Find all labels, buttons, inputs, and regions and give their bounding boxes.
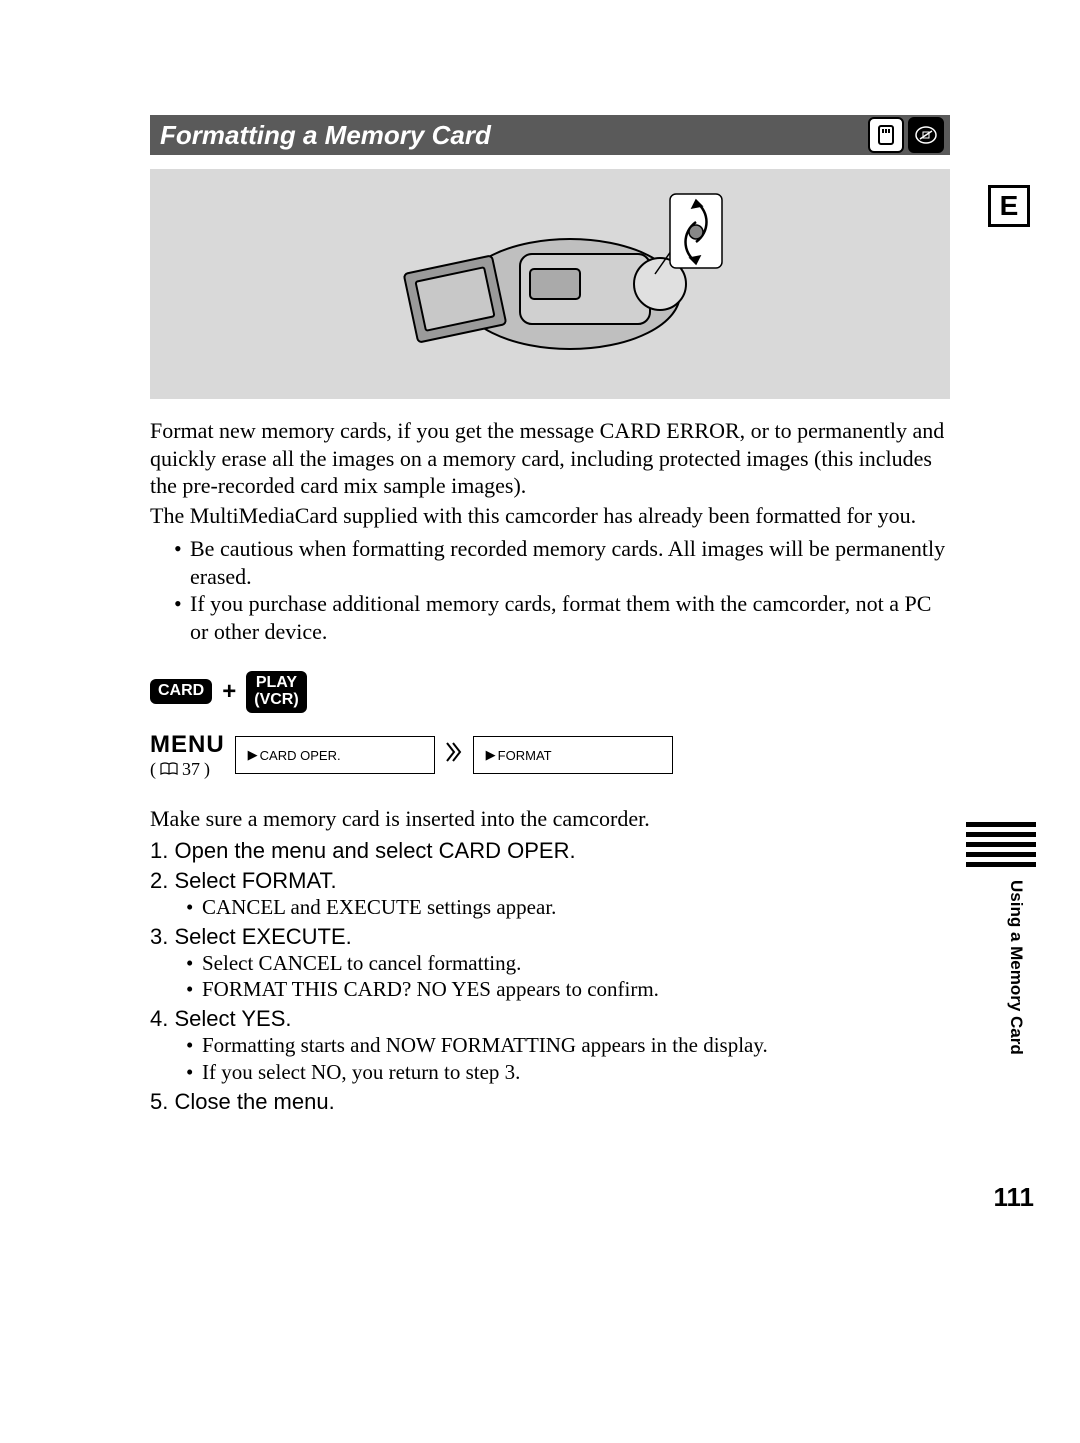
page-number: 111 [993, 1182, 1034, 1213]
section-marker-lines [966, 822, 1036, 872]
mode-play-line2: (VCR) [254, 692, 298, 709]
menu-step-2-label: FORMAT [498, 748, 552, 763]
camcorder-illustration [150, 169, 950, 399]
plus-icon: + [222, 678, 236, 706]
steps-list: 1. Open the menu and select CARD OPER. 2… [150, 838, 950, 1115]
language-badge: E [988, 185, 1030, 227]
step-sub-list: Select CANCEL to cancel formatting. FORM… [150, 950, 950, 1003]
book-icon [160, 762, 178, 776]
list-item: Select CANCEL to cancel formatting. [186, 950, 950, 976]
section-label-vertical: Using a Memory Card [1006, 880, 1026, 1055]
step-heading: 2. Select FORMAT. [150, 868, 950, 894]
title-bar: Formatting a Memory Card [150, 115, 950, 155]
menu-step-box-2: ▶ FORMAT [473, 736, 673, 774]
step-5: 5. Close the menu. [150, 1089, 950, 1115]
menu-label-block: MENU ( 37) [150, 731, 225, 780]
list-item: FORMAT THIS CARD? NO YES appears to conf… [186, 976, 950, 1002]
menu-page-ref: ( 37) [150, 759, 210, 780]
step-heading: 3. Select EXECUTE. [150, 924, 950, 950]
step-heading: 1. Open the menu and select CARD OPER. [150, 838, 950, 864]
step-1: 1. Open the menu and select CARD OPER. [150, 838, 950, 864]
mode-badge-play: PLAY (VCR) [246, 671, 306, 713]
list-item: If you purchase additional memory cards,… [174, 590, 950, 645]
intro-paragraph-1: Format new memory cards, if you get the … [150, 417, 950, 500]
manual-page: Formatting a Memory Card E [150, 115, 950, 1119]
step-sub-list: Formatting starts and NOW FORMATTING app… [150, 1032, 950, 1085]
list-item: Formatting starts and NOW FORMATTING app… [186, 1032, 950, 1058]
intro-text: Format new memory cards, if you get the … [150, 417, 950, 529]
step-heading: 5. Close the menu. [150, 1089, 950, 1115]
mode-badge-card: CARD [150, 679, 212, 704]
step-2: 2. Select FORMAT. CANCEL and EXECUTE set… [150, 868, 950, 920]
step-3: 3. Select EXECUTE. Select CANCEL to canc… [150, 924, 950, 1003]
list-item: CANCEL and EXECUTE settings appear. [186, 894, 950, 920]
pre-step-text: Make sure a memory card is inserted into… [150, 806, 950, 832]
memory-icon [908, 117, 944, 153]
card-mode-icon [868, 117, 904, 153]
triangle-icon: ▶ [248, 747, 258, 763]
menu-step-1-label: CARD OPER. [260, 748, 341, 763]
menu-step-box-1: ▶ CARD OPER. [235, 736, 435, 774]
list-item: If you select NO, you return to step 3. [186, 1059, 950, 1085]
title-icon-group [868, 115, 944, 155]
step-4: 4. Select YES. Formatting starts and NOW… [150, 1006, 950, 1085]
triangle-icon: ▶ [486, 747, 496, 763]
step-sub-list: CANCEL and EXECUTE settings appear. [150, 894, 950, 920]
menu-path-row: MENU ( 37) ▶ CARD OPER. ▶ FORMAT [150, 731, 950, 780]
caution-list: Be cautious when formatting recorded mem… [150, 535, 950, 645]
intro-paragraph-2: The MultiMediaCard supplied with this ca… [150, 502, 950, 530]
chevron-right-icon [445, 741, 463, 769]
page-title: Formatting a Memory Card [160, 120, 491, 151]
mode-indicator-row: CARD + PLAY (VCR) [150, 671, 950, 713]
menu-label: MENU [150, 731, 225, 759]
mode-play-line1: PLAY [254, 675, 298, 692]
step-heading: 4. Select YES. [150, 1006, 950, 1032]
menu-ref-number: 37 [182, 759, 200, 780]
list-item: Be cautious when formatting recorded mem… [174, 535, 950, 590]
